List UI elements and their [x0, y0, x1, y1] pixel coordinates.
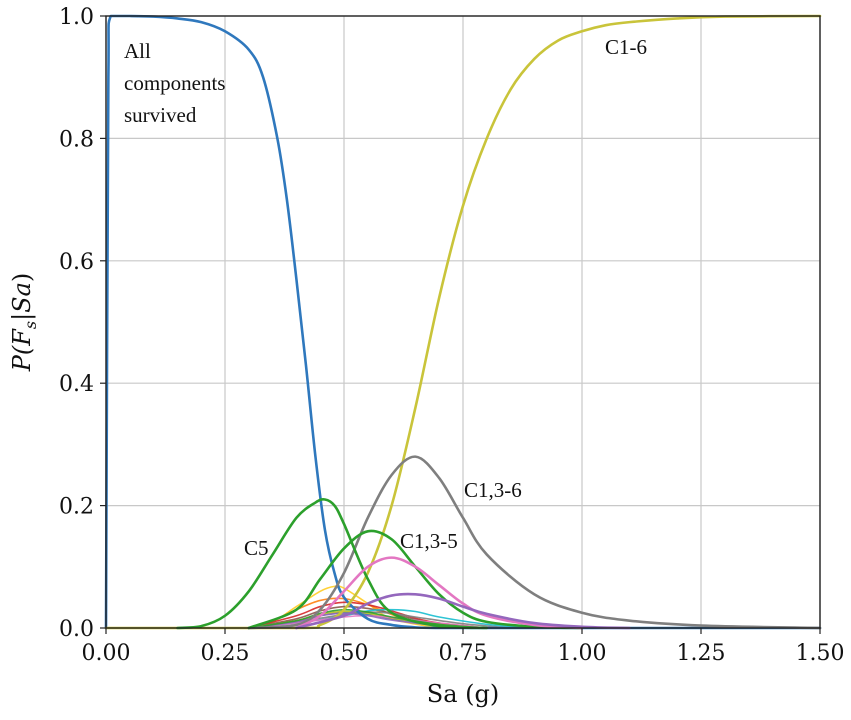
x-tick-label: 0.00 [82, 641, 131, 666]
series-line-purple [295, 592, 631, 630]
y-tick-label: 0.0 [59, 617, 94, 642]
y-axis-label-close: ) [8, 273, 36, 282]
x-tick-label: 0.75 [439, 641, 488, 666]
series-line-c1-3-6 [247, 455, 822, 630]
annotation-all-line2: components [124, 71, 225, 95]
grid [105, 15, 821, 629]
y-axis-label-f: F [8, 328, 36, 347]
annotation-c5: C5 [244, 536, 269, 560]
x-axis-label: Sa (g) [427, 680, 499, 708]
x-tick-label: 1.00 [558, 641, 607, 666]
y-tick-label: 0.2 [59, 495, 94, 520]
y-tick-label: 0.8 [59, 127, 94, 152]
y-axis-label-sa: Sa [8, 282, 36, 313]
y-tick-labels: 0.0 0.2 0.4 0.6 0.8 1.0 [59, 5, 106, 642]
y-tick-label: 1.0 [59, 5, 94, 30]
x-tick-label: 1.50 [796, 641, 845, 666]
series-line-pink [295, 556, 584, 630]
x-tick-label: 1.25 [677, 641, 726, 666]
annotation-all-line3: survived [124, 103, 197, 127]
y-axis-label: P(Fs|Sa) [8, 273, 40, 373]
annotation-c1-6: C1-6 [605, 35, 647, 59]
annotation-c1-3-5: C1,3-5 [400, 529, 458, 553]
series-line-c1-3-5 [247, 529, 584, 630]
y-axis-label-sub: s [21, 321, 40, 329]
x-tick-label: 0.25 [201, 641, 250, 666]
annotation-all-line1: All [124, 39, 151, 63]
y-tick-label: 0.4 [59, 372, 94, 397]
annotation-c1-3-6: C1,3-6 [464, 478, 522, 502]
x-tick-label: 0.50 [320, 641, 369, 666]
y-axis-label-open: P( [8, 345, 36, 372]
x-tick-labels: 0.00 0.25 0.50 0.75 1.00 1.25 1.50 [82, 628, 845, 666]
series-line-c5 [176, 498, 489, 630]
y-axis-label-mid: | [8, 313, 37, 321]
y-tick-label: 0.6 [59, 250, 94, 275]
